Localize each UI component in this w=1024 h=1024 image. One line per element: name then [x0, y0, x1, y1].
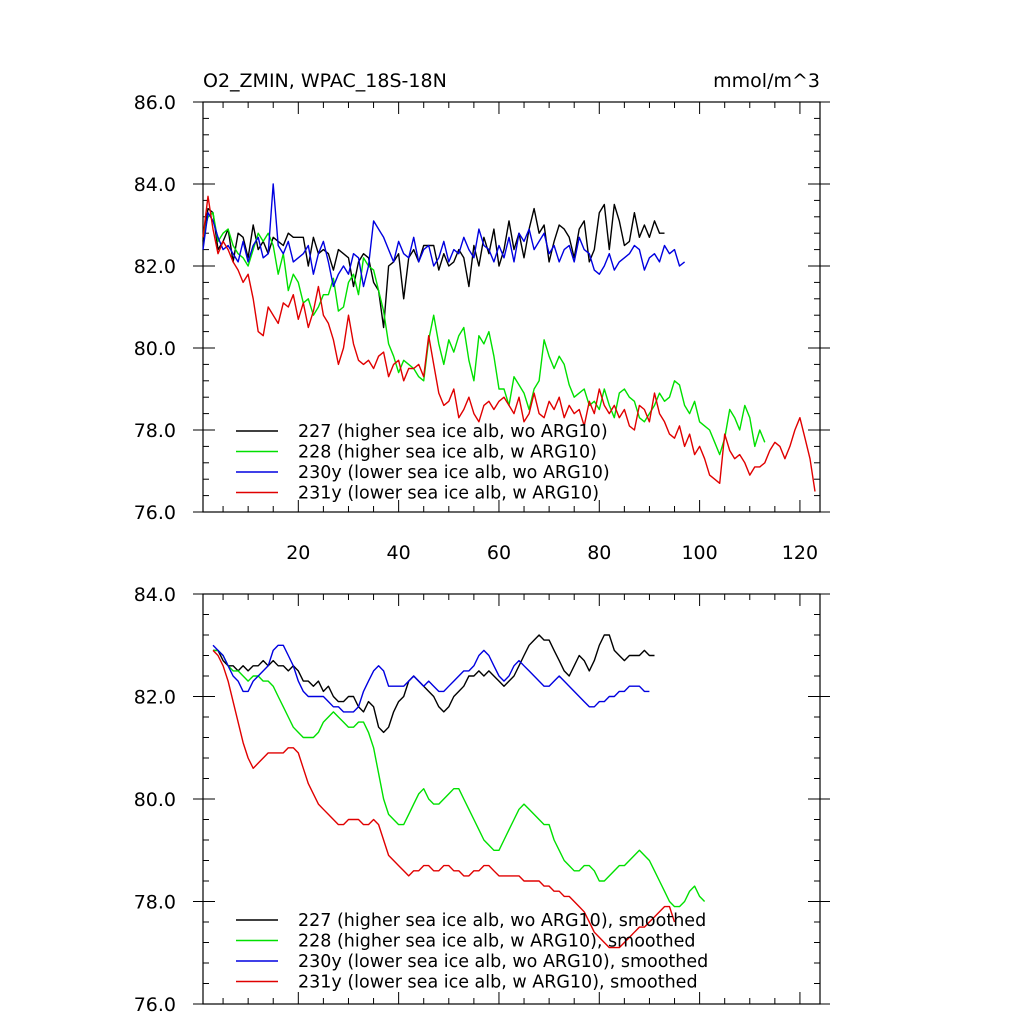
top-xtick-label: 80	[587, 542, 611, 564]
bottom-series-line-4	[212, 649, 676, 949]
top-legend-label: 231y (lower sea ice alb, w ARG10)	[298, 484, 599, 504]
bottom-ytick-label: 78.0	[134, 892, 176, 914]
top-legend-label: 230y (lower sea ice alb, wo ARG10)	[298, 463, 610, 483]
top-ytick-label: 84.0	[134, 174, 176, 196]
top-xtick-label: 120	[782, 542, 818, 564]
bottom-legend-label: 228 (higher sea ice alb, w ARG10), smoot…	[298, 932, 695, 952]
top-ytick-label: 76.0	[134, 502, 176, 524]
bottom-ytick-label: 76.0	[134, 994, 176, 1016]
top-series-line-4	[202, 195, 816, 492]
bottom-legend: 227 (higher sea ice alb, wo ARG10), smoo…	[236, 911, 708, 993]
top-legend-label: 227 (higher sea ice alb, wo ARG10)	[298, 422, 608, 442]
bottom-series-line-3	[212, 644, 650, 713]
top-xtick-label: 100	[681, 542, 717, 564]
top-series-line-3	[202, 183, 686, 288]
top-panel-units: mmol/m^3	[713, 70, 820, 92]
top-ytick-label: 82.0	[134, 256, 176, 278]
top-panel: O2_ZMIN, WPAC_18S-18N mmol/m^3 76.0 78.0 8…	[134, 70, 830, 564]
bottom-ytick-label: 80.0	[134, 789, 176, 811]
top-ticks: 76.0 78.0 80.0 82.0 84.0 86.0 20 40 60 80 100 120	[134, 92, 830, 564]
bottom-panel: 76.0 78.0 80.0 82.0 84.0 227 (higher sea ice…	[134, 584, 830, 1016]
top-xtick-label: 20	[286, 542, 310, 564]
top-ytick-label: 86.0	[134, 92, 176, 114]
bottom-legend-label: 231y (lower sea ice alb, w ARG10), smoot…	[298, 973, 698, 993]
top-xtick-label: 40	[387, 542, 411, 564]
top-panel-title: O2_ZMIN, WPAC_18S-18N	[203, 70, 447, 92]
bottom-legend-label: 230y (lower sea ice alb, wo ARG10), smoo…	[298, 952, 708, 972]
top-series-lines	[202, 183, 816, 492]
top-legend: 227 (higher sea ice alb, wo ARG10)228 (h…	[236, 422, 610, 504]
bottom-series-line-1	[213, 634, 655, 734]
top-series-line-1	[202, 203, 665, 329]
bottom-ytick-label: 84.0	[134, 584, 176, 606]
top-xtick-label: 60	[487, 542, 511, 564]
top-series-line-2	[202, 211, 766, 456]
bottom-series-line-2	[213, 649, 706, 908]
bottom-ytick-label: 82.0	[134, 687, 176, 709]
bottom-legend-label: 227 (higher sea ice alb, wo ARG10), smoo…	[298, 911, 706, 931]
bottom-ticks: 76.0 78.0 80.0 82.0 84.0	[134, 584, 830, 1016]
top-ytick-label: 78.0	[134, 420, 176, 442]
top-ytick-label: 80.0	[134, 338, 176, 360]
top-plot-frame	[202, 101, 821, 513]
bottom-series-lines	[212, 634, 706, 949]
top-legend-label: 228 (higher sea ice alb, w ARG10)	[298, 443, 597, 463]
